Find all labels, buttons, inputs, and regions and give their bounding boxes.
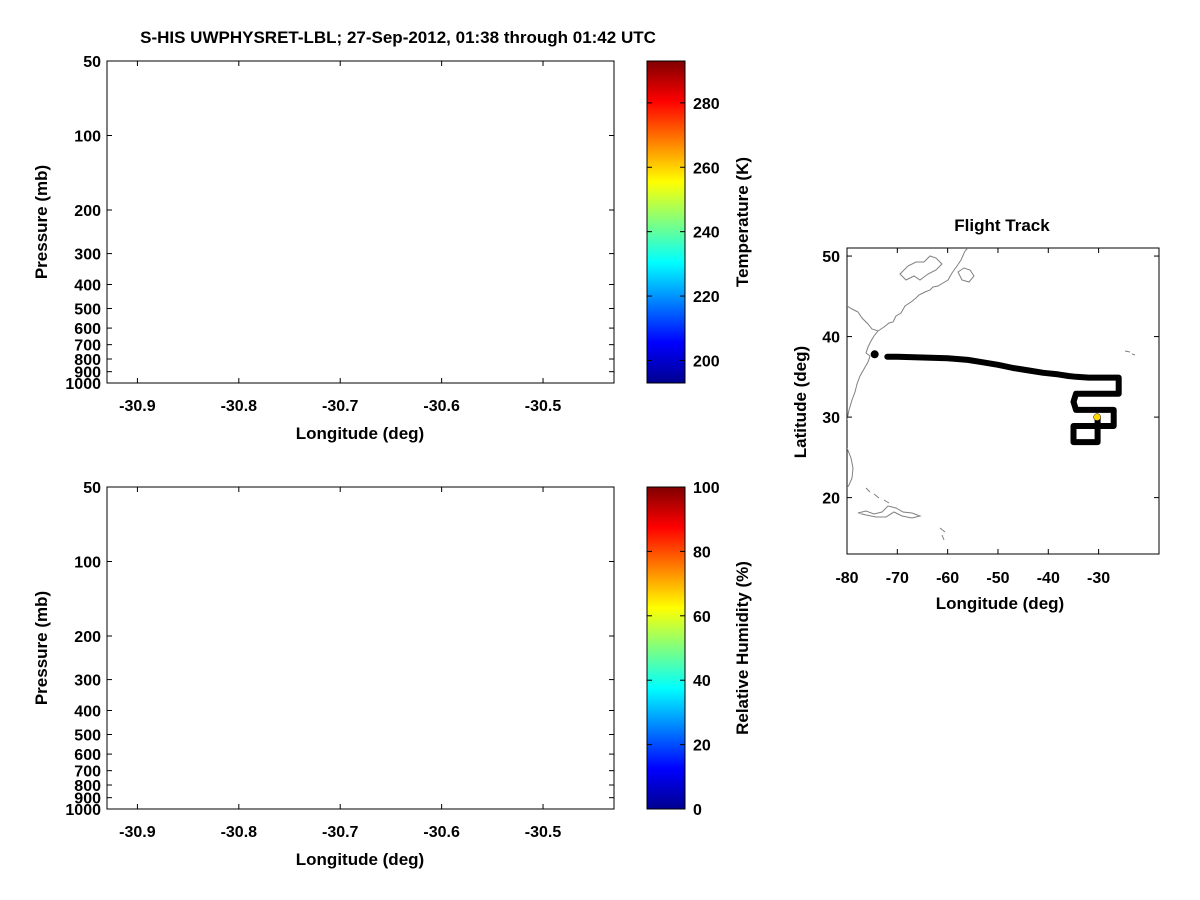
flight-track-ytick-label: 50 (822, 249, 840, 266)
temperature-ytick-label: 900 (74, 365, 101, 382)
flight-track-ytick-label: 20 (822, 491, 840, 508)
humidity-xtick-label: -30.6 (423, 824, 460, 841)
coastline-newfoundland (957, 267, 975, 283)
humidity-colorbar-tick-label: 80 (693, 544, 711, 561)
coastline-bahamas (865, 487, 890, 504)
current-position-marker (1093, 413, 1101, 421)
temperature-ytick-label: 700 (74, 338, 101, 355)
flight-track-ytick-label: 30 (822, 410, 840, 427)
temperature-ytick-label: 1000 (65, 376, 101, 393)
humidity-xticks: -30.9 -30.8 -30.7 -30.6 -30.5 (119, 487, 561, 841)
humidity-ytick-label: 900 (74, 791, 101, 808)
coastline-us-east (847, 330, 879, 421)
temperature-ytick-label: 500 (74, 301, 101, 318)
humidity-xtick-label: -30.5 (525, 824, 562, 841)
temperature-xtick-label: -30.8 (221, 398, 258, 415)
temperature-ytick-label: 100 (74, 129, 101, 146)
humidity-panel: -30.9 -30.8 -30.7 -30.6 -30.5 50100200300400… (32, 480, 752, 869)
temperature-xtick-label: -30.5 (525, 398, 562, 415)
temperature-xticks: -30.9 -30.8 -30.7 -30.6 -30.5 (119, 61, 561, 415)
temperature-panel: -30.9 -30.8 -30.7 -30.6 -30.5 50 100 200 300 400… (32, 54, 752, 443)
coastline-cuba (857, 505, 922, 519)
humidity-colorbar-tick-label: 0 (693, 802, 702, 819)
flight-track-ylabel: Latitude (deg) (791, 346, 810, 458)
flight-track-plot-area (846, 247, 1160, 555)
flight-track-ytick-label: 40 (822, 330, 840, 347)
flight-track-panel: Flight Track -80 -70 -60 -50 -40 -30 20 30 40 50… (791, 216, 1160, 613)
humidity-colorbar-tick-label: 100 (693, 480, 720, 497)
flight-track-xtick-label: -40 (1037, 570, 1060, 587)
flight-track-xtick-label: -70 (886, 570, 909, 587)
flight-track-xtick-label: -60 (936, 570, 959, 587)
temperature-ytick-label: 50 (83, 54, 101, 71)
temperature-ytick-label: 800 (74, 352, 101, 369)
temperature-colorbar-tick-label: 220 (693, 289, 720, 306)
coastline-north-america (847, 248, 969, 332)
humidity-xtick-label: -30.7 (322, 824, 359, 841)
humidity-xtick-label: -30.8 (221, 824, 258, 841)
temperature-ytick-label: 600 (74, 321, 101, 338)
flight-track-line (884, 353, 1122, 446)
flight-track-xlabel: Longitude (deg) (936, 594, 1064, 613)
humidity-xtick-label: -30.9 (119, 824, 156, 841)
humidity-ytick-label: 600 (74, 747, 101, 764)
temperature-ytick-label: 300 (74, 247, 101, 264)
flight-track-yticks: 20 30 40 50 (822, 249, 1159, 508)
temperature-xtick-label: -30.9 (119, 398, 156, 415)
humidity-ytick-label: 50 (83, 480, 101, 497)
humidity-ytick-label: 700 (74, 764, 101, 781)
temperature-xtick-label: -30.6 (423, 398, 460, 415)
humidity-xlabel: Longitude (deg) (296, 850, 424, 869)
temperature-colorbar-ticks: 200 220 240 260 280 (647, 96, 720, 370)
temperature-ytick-label: 400 (74, 278, 101, 295)
humidity-ytick-label: 800 (74, 778, 101, 795)
temperature-ylabel: Pressure (mb) (32, 165, 51, 279)
flight-track-xticks: -80 -70 -60 -50 -40 -30 (835, 248, 1110, 587)
temperature-colorbar-tick-label: 200 (693, 353, 720, 370)
coastline-hudson (899, 255, 943, 281)
humidity-ytick-label: 300 (74, 673, 101, 690)
temperature-ytick-label: 200 (74, 203, 101, 220)
temperature-colorbar-tick-label: 280 (693, 96, 720, 113)
humidity-colorbar-tick-label: 40 (693, 673, 711, 690)
temperature-colorbar-tick-label: 260 (693, 160, 720, 177)
flight-track-xtick-label: -30 (1087, 570, 1110, 587)
coastline-azores (1124, 350, 1136, 356)
temperature-colorbar (646, 60, 686, 384)
humidity-ytick-label: 1000 (65, 802, 101, 819)
temperature-colorbar-label: Temperature (K) (733, 157, 752, 287)
flight-track-xtick-label: -50 (986, 570, 1009, 587)
flight-start-marker (870, 350, 879, 359)
temperature-xlabel: Longitude (deg) (296, 424, 424, 443)
humidity-colorbar-tick-label: 60 (693, 609, 711, 626)
flight-track-xtick-label: -80 (835, 570, 858, 587)
coastline-puerto-rico (939, 527, 946, 541)
humidity-plot-area (106, 486, 615, 810)
humidity-ytick-label: 400 (74, 704, 101, 721)
humidity-ytick-label: 200 (74, 629, 101, 646)
humidity-colorbar-label: Relative Humidity (%) (733, 561, 752, 735)
flight-track-title: Flight Track (954, 216, 1050, 235)
coastline-map (847, 248, 1136, 541)
humidity-colorbar-ticks: 0 20 40 60 80 100 (647, 480, 720, 819)
figure-title: S-HIS UWPHYSRET-LBL; 27-Sep-2012, 01:38 … (140, 28, 656, 47)
temperature-xtick-label: -30.7 (322, 398, 359, 415)
humidity-ylabel: Pressure (mb) (32, 591, 51, 705)
temperature-colorbar-tick-label: 240 (693, 225, 720, 242)
humidity-ytick-label: 500 (74, 727, 101, 744)
humidity-colorbar (646, 486, 686, 810)
temperature-plot-area (106, 60, 615, 384)
coastline-florida (847, 447, 854, 489)
humidity-colorbar-tick-label: 20 (693, 738, 711, 755)
humidity-ytick-label: 100 (74, 555, 101, 572)
